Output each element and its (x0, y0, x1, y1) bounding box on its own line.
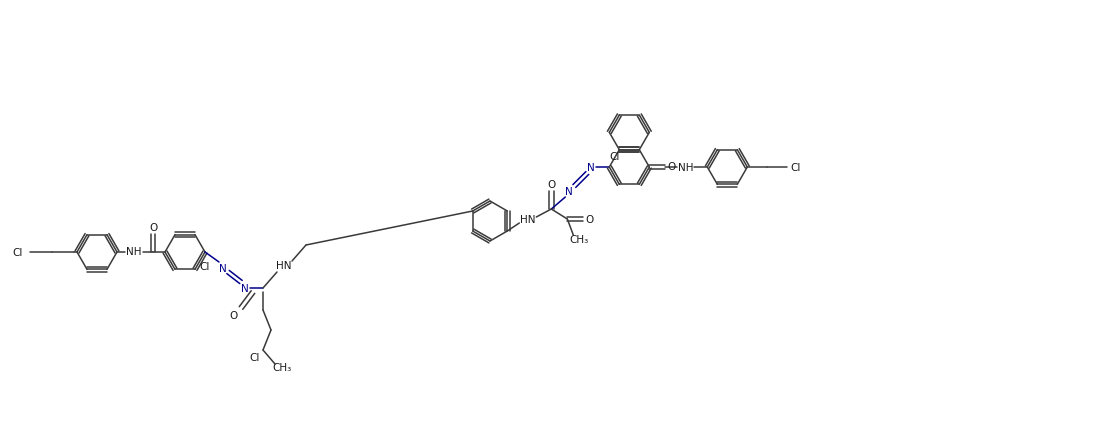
Text: Cl: Cl (250, 352, 260, 362)
Text: O: O (230, 310, 238, 320)
Text: CH₃: CH₃ (569, 234, 589, 244)
Text: N: N (588, 163, 596, 172)
Text: N: N (241, 283, 249, 293)
Text: CH₃: CH₃ (272, 362, 292, 372)
Text: HN: HN (520, 215, 535, 224)
Text: Cl: Cl (13, 247, 23, 258)
Text: Cl: Cl (790, 163, 801, 172)
Text: N: N (565, 187, 574, 197)
Text: O: O (149, 222, 157, 233)
Text: Cl: Cl (199, 262, 210, 272)
Text: NH: NH (126, 246, 142, 256)
Text: O: O (585, 215, 593, 224)
Text: HN: HN (276, 261, 292, 270)
Text: O: O (667, 162, 676, 172)
Text: O: O (547, 180, 555, 190)
Text: NH: NH (678, 163, 693, 172)
Text: Cl: Cl (609, 151, 620, 161)
Text: N: N (219, 264, 227, 273)
